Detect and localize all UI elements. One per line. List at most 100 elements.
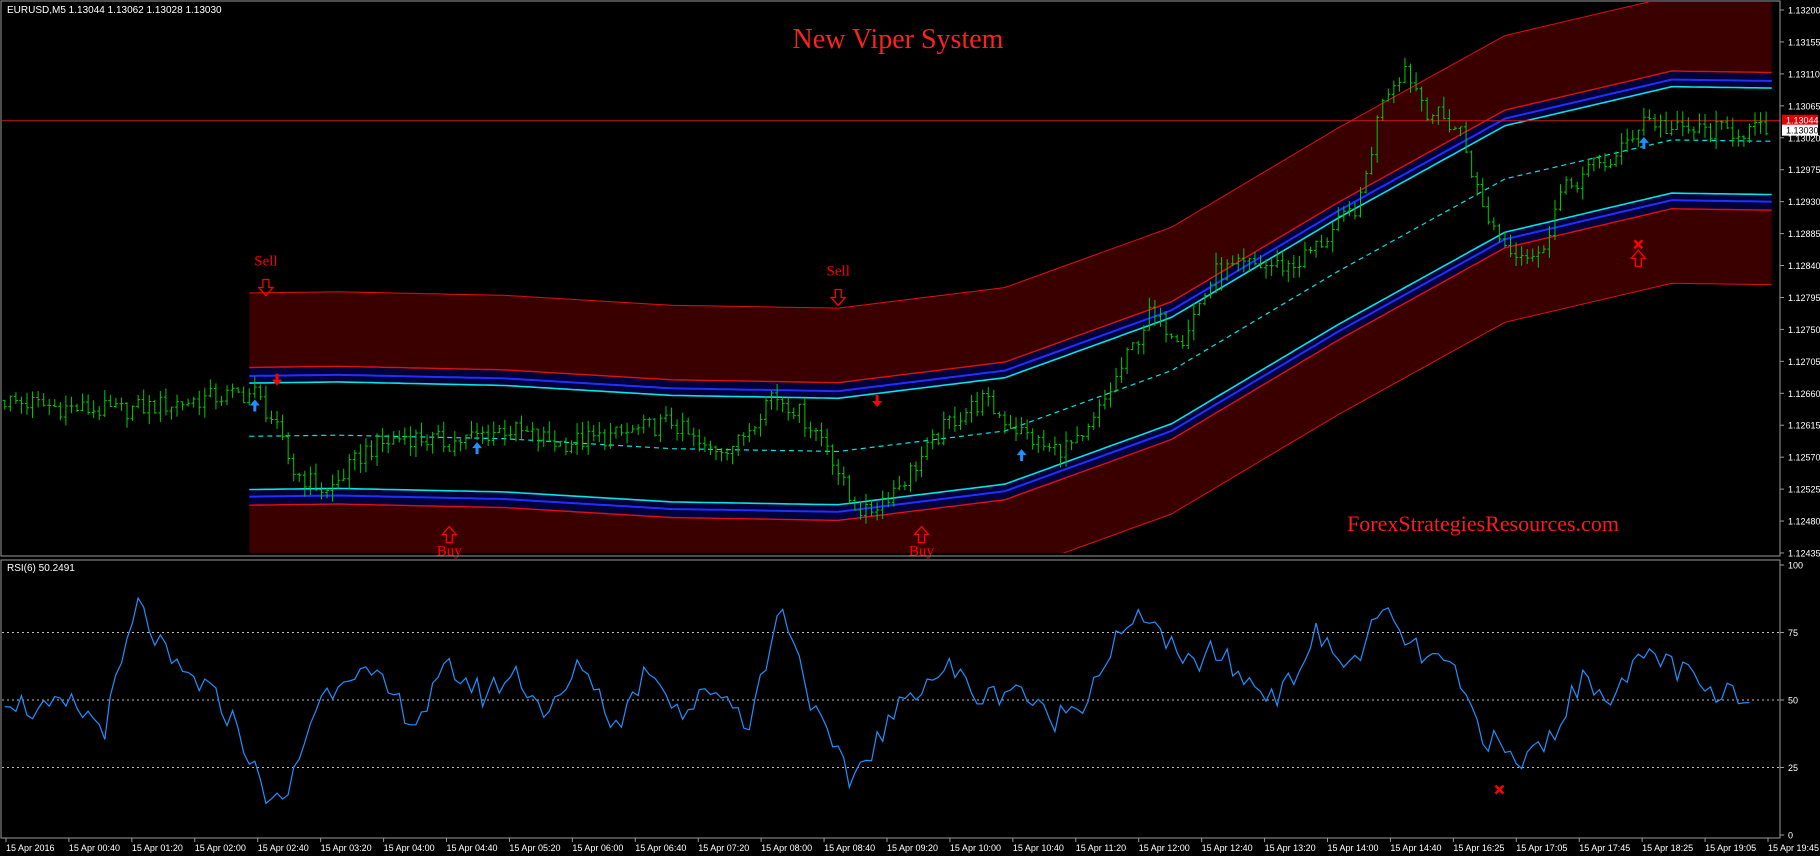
bid-price-badge [1782,124,1818,136]
price-bar [925,437,930,461]
price-bar [658,414,663,443]
sell-hollow-arrow [829,288,847,307]
price-bar [1314,240,1319,258]
price-bar [1586,158,1591,178]
price-bar [1597,154,1602,169]
rsi-tick-label: 100 [1788,561,1803,571]
price-bar [247,388,252,406]
price-bar [1675,110,1680,130]
price-bar [691,427,696,447]
price-bar [141,389,146,415]
price-bar [597,422,602,443]
price-bar [1475,171,1480,196]
upper-red-line [249,70,1772,384]
price-bar [730,445,735,465]
price-bar [1652,114,1657,132]
price-bar [1086,423,1091,441]
price-bar [1541,245,1546,254]
price-bar [586,420,591,455]
price-bar [1052,436,1057,456]
price-bar [430,431,435,454]
price-bar [519,415,524,439]
price-bar [197,390,202,416]
bid-price-label: 1.13030 [1786,126,1819,136]
price-bar [147,394,152,425]
price-bar [1480,177,1485,208]
price-bar [1486,196,1491,225]
price-bar [291,453,296,482]
price-bar [558,440,563,447]
chart-title: New Viper System [793,24,1004,55]
price-tick-label: 1.12615 [1788,421,1820,431]
price-bar [1491,217,1496,231]
price-bar [497,424,502,434]
price-bar [1058,443,1063,468]
signal-label: Buy [437,544,463,560]
time-tick-label: 15 Apr 08:40 [824,843,875,853]
price-bar [1225,259,1230,281]
buy-hollow-arrow [440,525,458,544]
price-bar [869,499,874,516]
price-bar [1452,126,1457,131]
price-tick-label: 1.13065 [1788,101,1820,111]
price-bar [341,468,346,481]
price-bar [36,391,41,408]
price-bar [202,387,207,418]
lower-outer-band [249,208,1772,553]
price-tick-label: 1.12975 [1788,165,1820,175]
rsi-tick-label: 50 [1788,696,1798,706]
price-bar [1358,187,1363,218]
price-bar [1608,159,1613,169]
price-bar [625,422,630,444]
upper-blue-line [249,78,1772,393]
price-bar [1158,307,1163,327]
buy-entry-arrow [472,442,483,455]
price-bar [1430,114,1435,124]
price-bar [1291,255,1296,278]
price-bar [1141,325,1146,355]
price-bar [1241,248,1246,273]
price-bar [580,421,585,451]
upper-outer-band [249,2,1772,383]
time-tick-label: 15 Apr 10:40 [1013,843,1064,853]
price-bar [80,393,85,412]
time-tick-label: 15 Apr 02:40 [258,843,309,853]
price-bar [480,426,485,444]
price-bar [975,391,980,417]
price-panel: Sell Sell Buy Buy [2,2,1780,560]
price-bar [980,389,985,416]
price-bar [1280,250,1285,277]
price-bar [419,422,424,447]
price-bar [1525,249,1530,265]
price-bar [780,396,785,413]
price-bar [1558,184,1563,211]
price-bar [213,383,218,410]
price-bar [225,385,230,406]
time-tick-label: 15 Apr 04:00 [384,843,435,853]
time-tick-label: 15 Apr 01:20 [132,843,183,853]
price-tick-label: 1.13155 [1788,37,1820,47]
price-bar [441,421,446,453]
price-bar [1747,123,1752,143]
buy-hollow-arrow [913,525,930,544]
price-bar [191,396,196,408]
price-bar [97,405,102,421]
price-bar [758,413,763,437]
price-bar [1664,111,1669,135]
price-bar [1530,248,1535,262]
price-bar [1025,419,1030,440]
price-bar [319,482,324,500]
price-bar [1458,126,1463,137]
price-bar [108,394,113,408]
price-bar [619,424,624,436]
price-bar [30,391,35,419]
price-bar [675,419,680,441]
price-bar [1202,292,1207,306]
price-bar [1680,111,1685,137]
time-tick-label: 15 Apr 03:20 [321,843,372,853]
price-bar [391,431,396,445]
rsi-exit-x-icon [1494,784,1505,795]
price-bar [1469,150,1474,179]
price-bar [86,394,91,415]
price-bar [491,421,496,446]
